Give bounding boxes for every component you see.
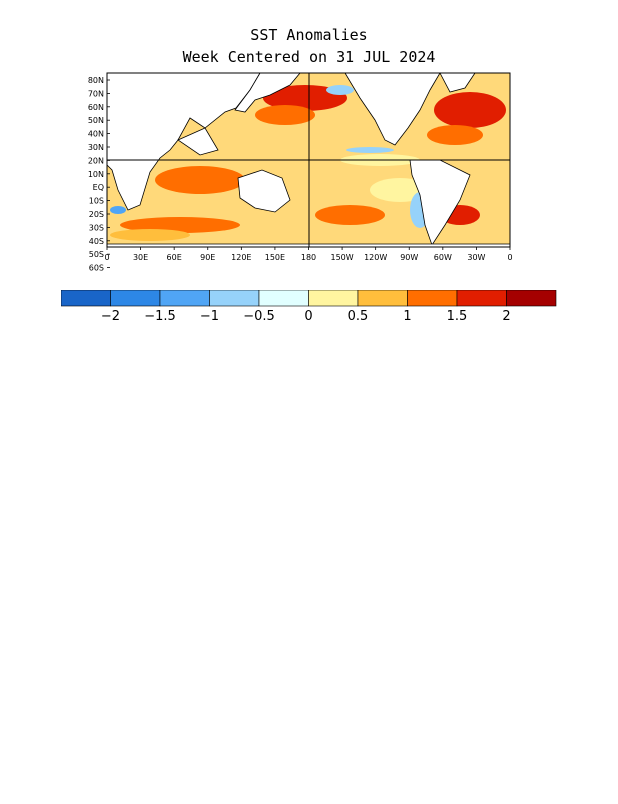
equatorial-cool-patch: [346, 147, 394, 153]
lon-tick-label: 60E: [167, 253, 182, 262]
colorbar-segment: [357, 289, 408, 307]
australia-land: [237, 169, 291, 213]
chart-title: SST Anomalies: [250, 26, 368, 44]
colorbar-segment: [110, 289, 161, 307]
colorbar-segment: [308, 289, 359, 307]
colorbar: −2 −1.5 −1 −0.5 0 0.5 1 1.5 2: [60, 289, 561, 334]
colorbar-tick-label: −1: [200, 309, 219, 324]
colorbar-svg: −2 −1.5 −1 −0.5 0 0.5 1 1.5 2: [60, 289, 557, 324]
lat-tick-label: 20S: [89, 210, 104, 219]
lat-tick-label: 50S: [89, 250, 104, 259]
colorbar-tick-label: 1.5: [447, 309, 468, 324]
north-atlantic-warm-patch-2: [427, 125, 483, 145]
lat-tick-label: 50N: [88, 116, 104, 125]
colorbar-segment: [506, 289, 557, 307]
lat-tick-label: 40S: [89, 237, 104, 246]
lon-tick-label: 30W: [467, 253, 485, 262]
colorbar-segment: [209, 289, 260, 307]
lat-tick-label: 60S: [89, 264, 104, 273]
north-pacific-warm-patch: [263, 85, 347, 111]
lat-tick-label: EQ: [93, 183, 104, 192]
lat-tick-label: 80N: [88, 76, 104, 85]
colorbar-tick-label: −2: [101, 309, 120, 324]
colorbar-segment: [456, 289, 507, 307]
lat-tick-label: 60N: [88, 103, 104, 112]
colorbar-tick-label: 0.5: [348, 309, 369, 324]
indian-ocean-warm-patch: [155, 166, 245, 194]
southern-ocean-mild-patch: [110, 229, 190, 241]
longitude-axis: 0 30E 60E 90E 120E 150E 180 150W 120W 90W 60W 30W 0: [104, 247, 513, 262]
lat-tick-label: 40N: [88, 130, 104, 139]
south-america-land: [409, 159, 471, 246]
south-pacific-warm-patch: [315, 205, 385, 225]
lon-tick-label: 60W: [434, 253, 452, 262]
lat-tick-label: 20N: [88, 156, 104, 165]
gulf-of-alaska-cool-patch: [326, 85, 354, 95]
east-asia-land: [234, 72, 301, 113]
lon-tick-label: 0: [507, 253, 512, 262]
north-atlantic-warm-patch: [434, 92, 506, 128]
colorbar-segment: [159, 289, 210, 307]
lon-tick-label: 120W: [364, 253, 387, 262]
lon-tick-label: 120E: [231, 253, 251, 262]
colorbar-tick-label: 0: [304, 309, 312, 324]
colorbar-tick-label: −0.5: [243, 309, 275, 324]
lat-tick-label: 30S: [89, 223, 104, 232]
north-pacific-warm-patch-2: [255, 105, 315, 125]
colorbar-segment: [258, 289, 309, 307]
lat-tick-label: 30N: [88, 143, 104, 152]
lat-tick-label: 10S: [89, 197, 104, 206]
colorbar-tick-label: 2: [502, 309, 510, 324]
south-africa-cool-patch: [110, 206, 126, 214]
north-america-land: [344, 72, 441, 146]
lon-tick-label: 90E: [200, 253, 215, 262]
lon-tick-label: 30E: [133, 253, 148, 262]
lon-tick-label: 180: [301, 253, 316, 262]
lon-tick-label: 150W: [330, 253, 353, 262]
colorbar-tick-label: −1.5: [144, 309, 176, 324]
india-land: [177, 127, 219, 156]
colorbar-tick-label: 1: [403, 309, 411, 324]
lon-tick-label: 90W: [400, 253, 418, 262]
lon-tick-label: 0: [104, 253, 109, 262]
chart-subtitle: Week Centered on 31 JUL 2024: [182, 48, 436, 66]
latitude-axis: 80N 70N 60N 50N 40N 30N 20N 10N EQ 10S 20S 30S 40S 50…: [88, 76, 110, 273]
lat-tick-label: 10N: [88, 170, 104, 179]
colorbar-segment: [407, 289, 458, 307]
colorbar-segment: [60, 289, 111, 307]
lat-tick-label: 70N: [88, 89, 104, 98]
lon-tick-label: 150E: [265, 253, 285, 262]
